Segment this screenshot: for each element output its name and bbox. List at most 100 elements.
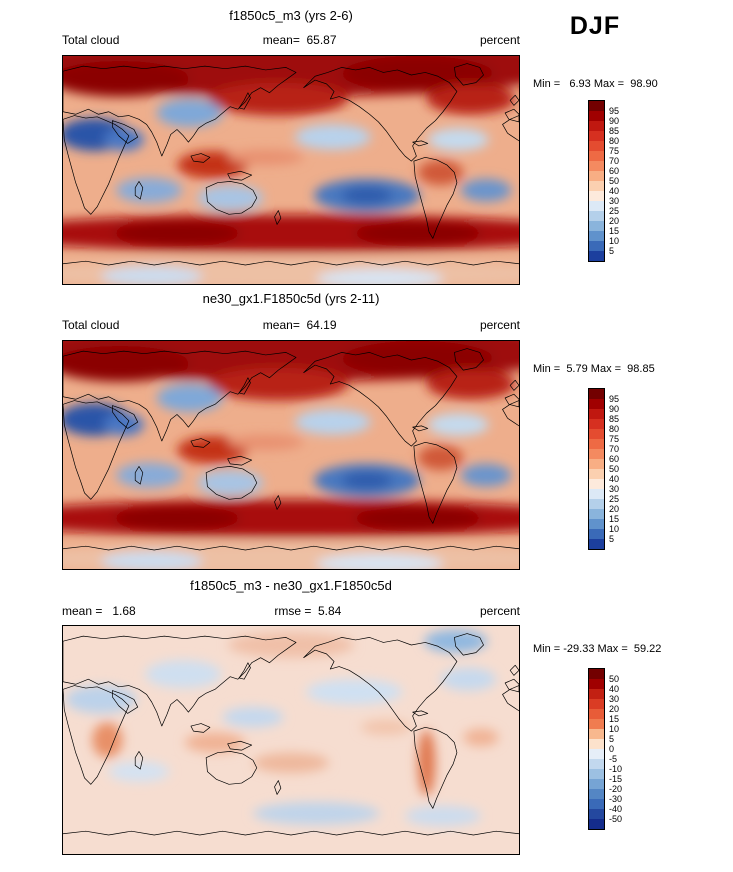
colorbar-tick-label: 5 — [609, 734, 615, 744]
colorbar-cell — [589, 419, 604, 429]
colorbar-cells — [588, 100, 605, 262]
panel3-map-plot — [62, 625, 520, 855]
colorbar-tick-label: 10 — [609, 524, 620, 534]
colorbar-tick-label: 20 — [609, 504, 620, 514]
colorbar-cell — [589, 131, 604, 141]
panel1-title: f1850c5_m3 (yrs 2-6) — [229, 8, 353, 23]
colorbar-tick-label: 15 — [609, 514, 620, 524]
colorbar-cell — [589, 699, 604, 709]
panel1-label-row: Total cloud mean= 65.87 percent — [62, 33, 520, 47]
colorbar-tick-label: -5 — [609, 754, 618, 764]
colorbar-cell — [589, 231, 604, 241]
panel2-minmax-label: Min = 5.79 Max = 98.85 — [533, 363, 655, 375]
colorbar-cell — [589, 241, 604, 251]
colorbar-cell — [589, 399, 604, 409]
colorbar-tick-label: 70 — [609, 444, 620, 454]
colorbar-tick-label: 15 — [609, 226, 620, 236]
colorbar-tick-label: 5 — [609, 534, 615, 544]
colorbar-cell — [589, 519, 604, 529]
colorbar-tick-label: 10 — [609, 236, 620, 246]
colorbar-cell — [589, 729, 604, 739]
panel3-minmax-label: Min = -29.33 Max = 59.22 — [533, 643, 662, 655]
colorbar-tick-label: 70 — [609, 156, 620, 166]
colorbar-cell — [589, 201, 604, 211]
colorbar-tick-label: -50 — [609, 814, 623, 824]
panel1-minmax-label: Min = 6.93 Max = 98.90 — [533, 78, 658, 90]
colorbar-tick-label: 30 — [609, 694, 620, 704]
colorbar-cell — [589, 181, 604, 191]
colorbar-cell — [589, 819, 604, 829]
colorbar-cell — [589, 221, 604, 231]
colorbar-cell — [589, 509, 604, 519]
colorbar-tick-label: 40 — [609, 186, 620, 196]
colorbar-tick-label: 30 — [609, 196, 620, 206]
panel1-units-label: percent — [479, 33, 520, 47]
colorbar-tick-label: -40 — [609, 804, 623, 814]
colorbar-cell — [589, 779, 604, 789]
panel2-variable-label: Total cloud — [62, 318, 120, 332]
colorbar-cell — [589, 539, 604, 549]
panel1-mean-label: mean= 65.87 — [262, 33, 337, 47]
colorbar-cell — [589, 459, 604, 469]
colorbar-tick-label: 5 — [609, 246, 615, 256]
colorbar-cell — [589, 789, 604, 799]
panel2-map-plot — [62, 340, 520, 570]
colorbar-tick-label: 80 — [609, 424, 620, 434]
colorbar-tick-label: 80 — [609, 136, 620, 146]
colorbar-tick-label: -30 — [609, 794, 623, 804]
colorbar-cells — [588, 668, 605, 830]
colorbar-tick-label: 15 — [609, 714, 620, 724]
panel3-colorbar: 50 40 30 20 15 10 5 0 -5 -10 -15 -20 -30 -40 -50 — [588, 668, 648, 830]
colorbar-tick-label: 75 — [609, 434, 620, 444]
panel3-label-row: mean = 1.68 rmse = 5.84 percent — [62, 604, 520, 618]
colorbar-cell — [589, 439, 604, 449]
colorbar-cell — [589, 211, 604, 221]
colorbar-cell — [589, 709, 604, 719]
panel1-colorbar: 95 90 85 80 75 70 60 50 40 30 25 20 15 10 5 — [588, 100, 648, 262]
colorbar-tick-label: -20 — [609, 784, 623, 794]
colorbar-tick-label: 50 — [609, 674, 620, 684]
colorbar-cell — [589, 489, 604, 499]
colorbar-cell — [589, 759, 604, 769]
colorbar-tick-label: 40 — [609, 474, 620, 484]
colorbar-tick-label: 75 — [609, 146, 620, 156]
colorbar-cell — [589, 799, 604, 809]
colorbar-cell — [589, 151, 604, 161]
colorbar-cells — [588, 388, 605, 550]
colorbar-tick-label: 30 — [609, 484, 620, 494]
panel2-colorbar: 95 90 85 80 75 70 60 50 40 30 25 20 15 10 5 — [588, 388, 648, 550]
colorbar-tick-label: 20 — [609, 216, 620, 226]
colorbar-cell — [589, 121, 604, 131]
colorbar-tick-label: 90 — [609, 404, 620, 414]
panel2-title: ne30_gx1.F1850c5d (yrs 2-11) — [202, 291, 380, 306]
colorbar-cell — [589, 111, 604, 121]
panel2-units-label: percent — [479, 318, 520, 332]
colorbar-tick-label: 85 — [609, 126, 620, 136]
colorbar-cell — [589, 669, 604, 679]
colorbar-cell — [589, 141, 604, 151]
colorbar-cell — [589, 679, 604, 689]
colorbar-tick-label: 10 — [609, 724, 620, 734]
panel3-rmse-label: rmse = 5.84 — [274, 604, 342, 618]
colorbar-cell — [589, 739, 604, 749]
panel1-map-plot — [62, 55, 520, 285]
colorbar-tick-label: 40 — [609, 684, 620, 694]
colorbar-cell — [589, 529, 604, 539]
colorbar-tick-label: 50 — [609, 464, 620, 474]
colorbar-tick-label: 60 — [609, 454, 620, 464]
colorbar-cell — [589, 161, 604, 171]
panel3-units-label: percent — [479, 604, 520, 618]
colorbar-cell — [589, 749, 604, 759]
colorbar-cell — [589, 251, 604, 261]
colorbar-tick-label: -15 — [609, 774, 623, 784]
panel2-label-row: Total cloud mean= 64.19 percent — [62, 318, 520, 332]
colorbar-cell — [589, 719, 604, 729]
colorbar-tick-label: 85 — [609, 414, 620, 424]
colorbar-cell — [589, 191, 604, 201]
colorbar-tick-label: 60 — [609, 166, 620, 176]
panel3-title: f1850c5_m3 - ne30_gx1.F1850c5d — [190, 578, 392, 593]
colorbar-cell — [589, 171, 604, 181]
colorbar-cell — [589, 689, 604, 699]
colorbar-tick-label: 95 — [609, 394, 620, 404]
